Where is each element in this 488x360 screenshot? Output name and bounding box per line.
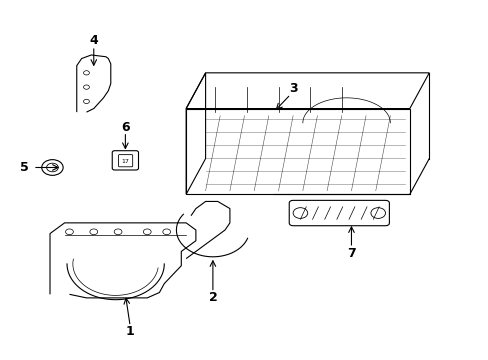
Text: 6: 6	[121, 121, 129, 134]
Text: 4: 4	[89, 34, 98, 47]
Text: 7: 7	[346, 247, 355, 260]
Text: 2: 2	[208, 291, 217, 305]
Text: 5: 5	[20, 161, 29, 174]
Text: 1: 1	[125, 325, 134, 338]
Text: 3: 3	[288, 82, 297, 95]
Text: 17: 17	[121, 158, 129, 163]
